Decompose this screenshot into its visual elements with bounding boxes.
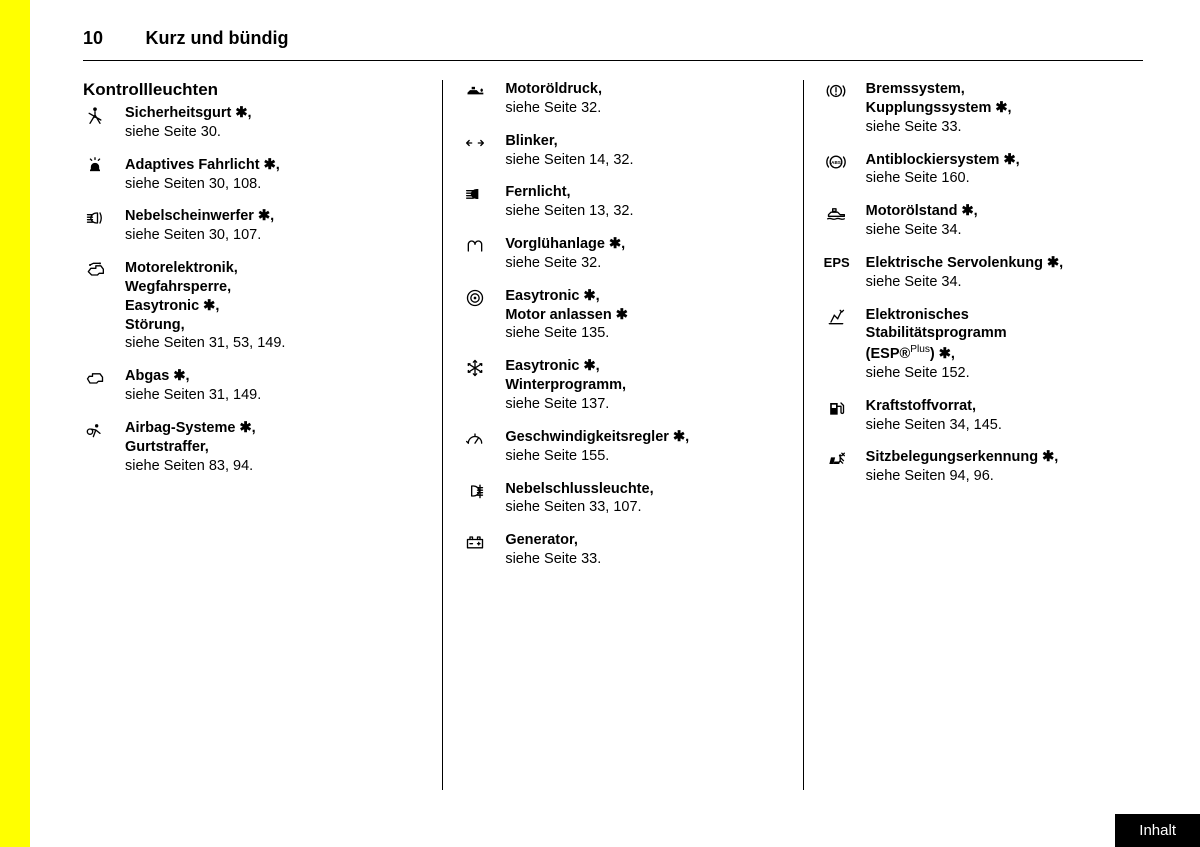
list-item: Easytronic ✱,Winterprogramm,siehe Seite …	[463, 357, 782, 414]
item-text: Motoröldruck,siehe Seite 32.	[505, 80, 782, 118]
item-text: ElektronischesStabilitätsprogramm(ESP®Pl…	[866, 306, 1143, 383]
oil-pressure-icon	[463, 80, 505, 101]
list-item: Bremssystem,Kupplungssystem ✱,siehe Seit…	[824, 80, 1143, 137]
seat-occupancy-icon	[824, 448, 866, 469]
item-text: Fernlicht,siehe Seiten 13, 32.	[505, 183, 782, 221]
fog-rear-icon	[463, 480, 505, 501]
list-item: Airbag-Systeme ✱,Gurtstraffer,siehe Seit…	[83, 419, 422, 476]
list-item: ABS Antiblockiersystem ✱,siehe Seite 160.	[824, 151, 1143, 189]
heading: Kontrollleuchten	[83, 80, 422, 100]
easytronic-start-icon	[463, 287, 505, 308]
yellow-sidebar	[0, 0, 30, 847]
battery-icon	[463, 531, 505, 552]
item-text: Nebelschlussleuchte,siehe Seiten 33, 107…	[505, 480, 782, 518]
item-text: Vorglühanlage ✱,siehe Seite 32.	[505, 235, 782, 273]
winter-icon	[463, 357, 505, 378]
item-text: Abgas ✱,siehe Seiten 31, 149.	[125, 367, 422, 405]
item-text: Easytronic ✱,Motor anlassen ✱siehe Seite…	[505, 287, 782, 344]
list-item: Easytronic ✱,Motor anlassen ✱siehe Seite…	[463, 287, 782, 344]
item-text: Airbag-Systeme ✱,Gurtstraffer,siehe Seit…	[125, 419, 422, 476]
column-2: Motoröldruck,siehe Seite 32. Blinker,sieh…	[443, 80, 803, 790]
airbag-icon	[83, 419, 125, 440]
list-item: Blinker,siehe Seiten 14, 32.	[463, 132, 782, 170]
header-divider	[83, 60, 1143, 61]
esp-icon	[824, 306, 866, 327]
section-title: Kurz und bündig	[145, 28, 288, 49]
item-text: Adaptives Fahrlicht ✱,siehe Seiten 30, 1…	[125, 156, 422, 194]
fog-front-icon	[83, 207, 125, 228]
column-1: Kontrollleuchten Sicherheitsgurt ✱,siehe …	[83, 80, 443, 790]
list-item: Nebelschlussleuchte,siehe Seiten 33, 107…	[463, 480, 782, 518]
column-3: Bremssystem,Kupplungssystem ✱,siehe Seit…	[804, 80, 1143, 790]
abs-icon: ABS	[824, 151, 866, 172]
svg-text:ABS: ABS	[831, 160, 841, 165]
high-beam-icon	[463, 183, 505, 204]
list-item: Motorölstand ✱,siehe Seite 34.	[824, 202, 1143, 240]
item-text: Geschwindigkeitsregler ✱,siehe Seite 155…	[505, 428, 782, 466]
item-text: Antiblockiersystem ✱,siehe Seite 160.	[866, 151, 1143, 189]
item-text: Nebelscheinwerfer ✱,siehe Seiten 30, 107…	[125, 207, 422, 245]
list-item: Kraftstoffvorrat,siehe Seiten 34, 145.	[824, 397, 1143, 435]
engine-electronics-icon	[83, 259, 125, 280]
eps-text-icon: EPS	[824, 254, 866, 272]
list-item: Geschwindigkeitsregler ✱,siehe Seite 155…	[463, 428, 782, 466]
item-text: Elektrische Servolenkung ✱,siehe Seite 3…	[866, 254, 1143, 292]
preheat-icon	[463, 235, 505, 256]
item-text: Easytronic ✱,Winterprogramm,siehe Seite …	[505, 357, 782, 414]
cruise-icon	[463, 428, 505, 449]
page-number: 10	[83, 28, 103, 49]
list-item: Adaptives Fahrlicht ✱,siehe Seiten 30, 1…	[83, 156, 422, 194]
list-item: Sitzbelegungserkennung ✱,siehe Seiten 94…	[824, 448, 1143, 486]
page-header: 10 Kurz und bündig	[83, 28, 1143, 58]
list-item: Motoröldruck,siehe Seite 32.	[463, 80, 782, 118]
list-item: Sicherheitsgurt ✱,siehe Seite 30.	[83, 104, 422, 142]
list-item: ElektronischesStabilitätsprogramm(ESP®Pl…	[824, 306, 1143, 383]
item-text: Sitzbelegungserkennung ✱,siehe Seiten 94…	[866, 448, 1143, 486]
turn-signal-icon	[463, 132, 505, 153]
item-text: Generator,siehe Seite 33.	[505, 531, 782, 569]
list-item: Abgas ✱,siehe Seiten 31, 149.	[83, 367, 422, 405]
item-text: Motorelektronik,Wegfahrsperre,Easytronic…	[125, 259, 422, 353]
list-item: Generator,siehe Seite 33.	[463, 531, 782, 569]
page: 10 Kurz und bündig Kontrollleuchten Siche…	[0, 0, 1200, 847]
item-text: Blinker,siehe Seiten 14, 32.	[505, 132, 782, 170]
list-item: Nebelscheinwerfer ✱,siehe Seiten 30, 107…	[83, 207, 422, 245]
list-item: Motorelektronik,Wegfahrsperre,Easytronic…	[83, 259, 422, 353]
item-text: Bremssystem,Kupplungssystem ✱,siehe Seit…	[866, 80, 1143, 137]
content-columns: Kontrollleuchten Sicherheitsgurt ✱,siehe …	[83, 80, 1143, 790]
item-text: Sicherheitsgurt ✱,siehe Seite 30.	[125, 104, 422, 142]
seatbelt-icon	[83, 104, 125, 125]
list-item: EPSElektrische Servolenkung ✱,siehe Seit…	[824, 254, 1143, 292]
list-item: Fernlicht,siehe Seiten 13, 32.	[463, 183, 782, 221]
list-item: Vorglühanlage ✱,siehe Seite 32.	[463, 235, 782, 273]
oil-level-icon	[824, 202, 866, 223]
adaptive-light-icon	[83, 156, 125, 177]
item-text: Motorölstand ✱,siehe Seite 34.	[866, 202, 1143, 240]
contents-button[interactable]: Inhalt	[1115, 814, 1200, 847]
brake-icon	[824, 80, 866, 101]
item-text: Kraftstoffvorrat,siehe Seiten 34, 145.	[866, 397, 1143, 435]
fuel-icon	[824, 397, 866, 418]
exhaust-icon	[83, 367, 125, 388]
